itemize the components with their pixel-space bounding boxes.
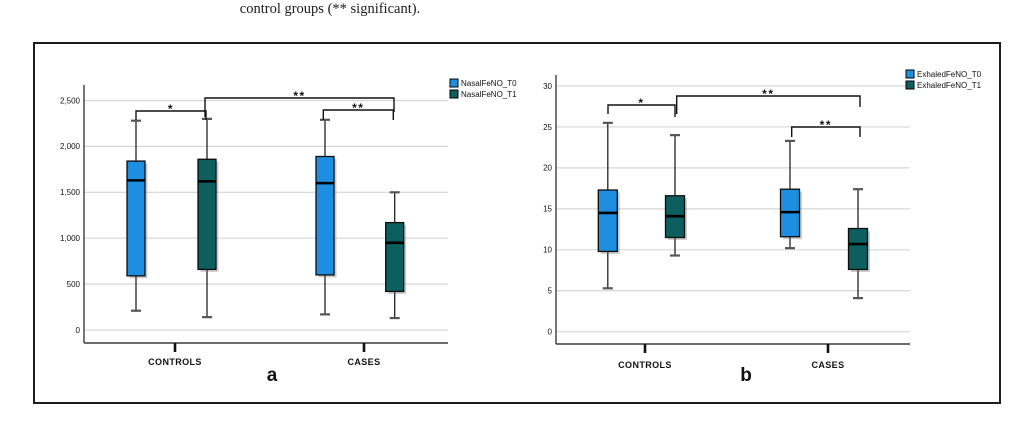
panel-b-box-ExhaledFeNO_T1-CASES — [847, 227, 869, 271]
panel-b-legend-swatch-ExhaledFeNO_T0 — [905, 69, 915, 79]
panel-a-legend-label-NasalFeNO_T0: NasalFeNO_T0 — [461, 79, 517, 88]
panel-b-legend-label-ExhaledFeNO_T0: ExhaledFeNO_T0 — [917, 70, 982, 79]
panel-b-significance-bracket-2 — [791, 126, 861, 137]
panel-b-x-tick-label-CONTROLS: CONTROLS — [618, 360, 672, 370]
panel-b-legend-label-ExhaledFeNO_T1: ExhaledFeNO_T1 — [917, 81, 982, 90]
panel-a-significance-label-0: * — [168, 102, 174, 116]
panel-a-legend-label-NasalFeNO_T1: NasalFeNO_T1 — [461, 90, 517, 99]
panel-a-significance-bracket-1 — [204, 97, 395, 117]
panel-b-box-ExhaledFeNO_T0-CONTROLS — [597, 189, 618, 253]
panel-a-x-tick-label-CASES: CASES — [347, 357, 380, 367]
panel-label-b: b — [740, 365, 752, 386]
panel-b-y-tick-label: 10 — [543, 246, 552, 255]
panel-b-legend-swatch-ExhaledFeNO_T1 — [905, 80, 915, 90]
panel-a-box-NasalFeNO_T0-CONTROLS — [126, 160, 146, 277]
panel-a-y-tick-label: 0 — [76, 326, 81, 335]
panel-a-legend-swatch-NasalFeNO_T1 — [449, 89, 459, 99]
panel-a-significance-bracket-0 — [135, 110, 207, 120]
panel-a-box-NasalFeNO_T1-CASES — [385, 221, 405, 293]
panel-b-x-tick-label-CASES: CASES — [811, 360, 844, 370]
panel-b-significance-bracket-1 — [676, 95, 861, 114]
panel-b-y-tick-label: 0 — [548, 328, 553, 337]
panel-a-legend-swatch-NasalFeNO_T0 — [449, 78, 459, 88]
figure-caption: control groups (** significant). — [239, 1, 421, 17]
panel-b-significance-label-1: ** — [762, 87, 774, 101]
panel-b-y-tick-label: 15 — [543, 205, 552, 214]
panel-a-significance-bracket-2 — [322, 109, 394, 120]
panel-a-y-tick-label: 500 — [67, 280, 81, 289]
panel-b-significance-bracket-0 — [607, 104, 676, 117]
panel-b-y-tick-label: 30 — [543, 82, 552, 91]
panel-b-y-tick-label: 5 — [548, 287, 553, 296]
panel-a-y-tick-label: 1,000 — [60, 234, 81, 243]
panel-a-y-tick-label: 2,500 — [60, 96, 81, 105]
panel-a-significance-label-1: ** — [293, 89, 305, 103]
figure-frame: 0 500 1,000 1,500 2,000 2,500 CONTROLS CASES * **… — [33, 42, 1001, 404]
panel-a-x-tick-label-CONTROLS: CONTROLS — [148, 357, 202, 367]
panel-a-box-NasalFeNO_T1-CONTROLS — [197, 158, 217, 271]
panel-b-significance-label-2: ** — [820, 118, 832, 132]
panel-b-significance-label-0: * — [638, 96, 644, 110]
panel-label-a: a — [267, 365, 278, 386]
panel-b-y-tick-label: 25 — [543, 123, 552, 132]
panel-a-y-tick-label: 1,500 — [60, 188, 81, 197]
panel-a-box-NasalFeNO_T0-CASES — [315, 155, 335, 276]
panel-a-y-tick-label: 2,000 — [60, 142, 81, 151]
panel-b-y-tick-label: 20 — [543, 164, 552, 173]
panel-a-significance-label-2: ** — [352, 101, 364, 115]
